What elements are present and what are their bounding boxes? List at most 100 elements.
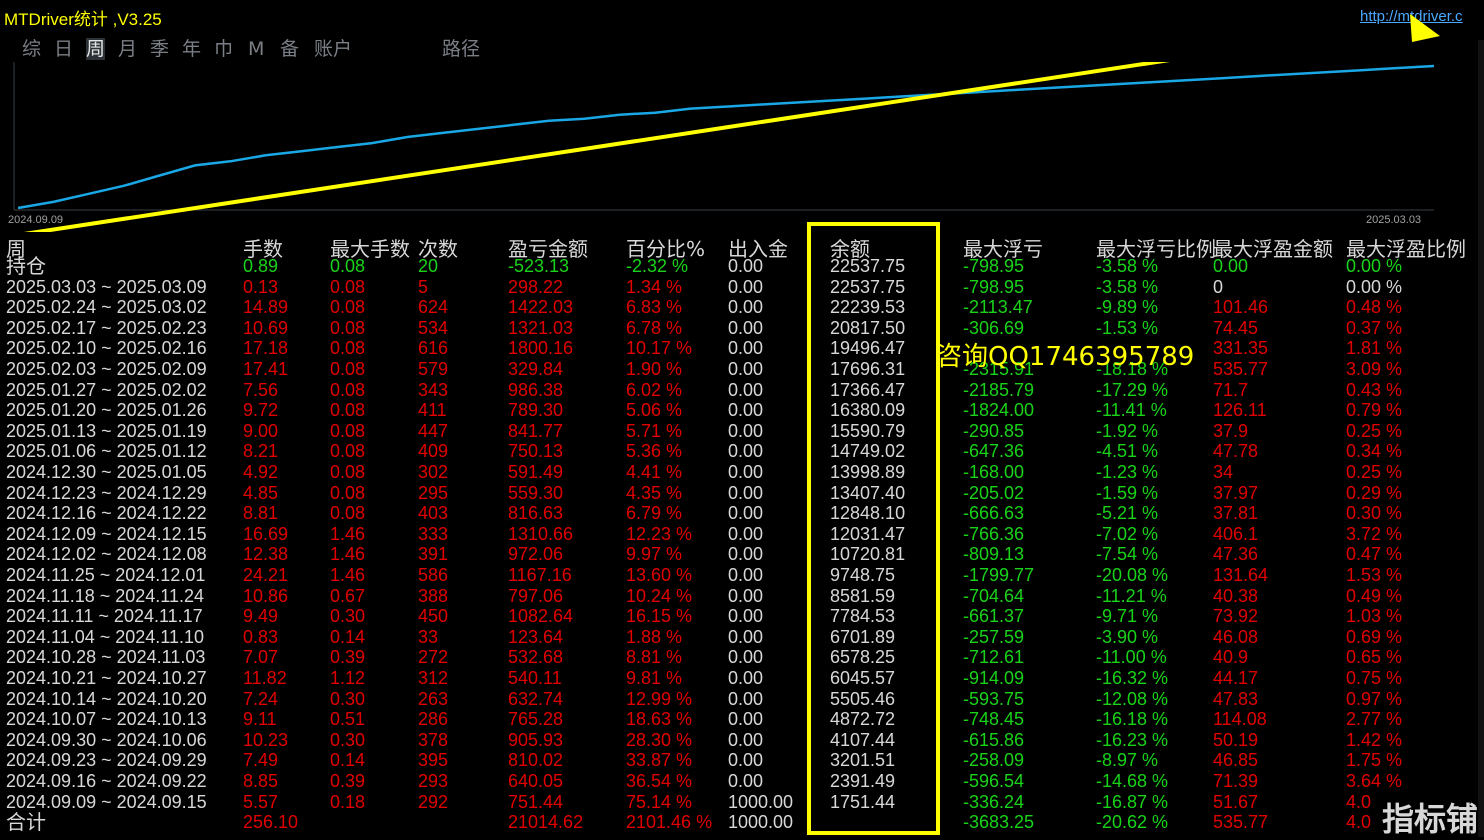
table-cell: 18.63 % <box>626 709 693 730</box>
table-cell: 391 <box>418 544 449 565</box>
table-cell: 343 <box>418 379 449 400</box>
table-cell: 0.29 % <box>1346 482 1403 503</box>
table-cell: 0.34 % <box>1346 441 1403 462</box>
table-cell: 17.41 <box>243 359 289 379</box>
tab-0[interactable]: 综 <box>22 38 42 60</box>
row-label: 2024.12.30 ~ 2025.01.05 <box>6 462 207 482</box>
table-cell: 6.83 % <box>626 297 683 318</box>
table-cell: -2.32 % <box>626 256 689 276</box>
table-cell: 4.35 % <box>626 482 683 503</box>
table-cell: 750.13 <box>508 441 564 462</box>
table-cell: 0.00 <box>728 359 764 379</box>
table-cell: 1.75 % <box>1346 750 1403 771</box>
table-cell: 9.49 <box>243 606 279 627</box>
table-cell: 0.00 <box>728 585 764 606</box>
table-cell: -306.69 <box>963 317 1025 338</box>
table-cell: -7.02 % <box>1096 523 1159 544</box>
table-cell: -647.36 <box>963 441 1025 462</box>
table-cell: 1000.00 <box>728 812 794 833</box>
table-cell: 263 <box>418 688 449 709</box>
table-cell: 0.08 <box>330 482 366 503</box>
table-cell: -2113.47 <box>963 297 1033 318</box>
table-cell: 535.77 <box>1213 359 1269 379</box>
table-cell: 409 <box>418 441 449 462</box>
table-cell: 5.71 % <box>626 420 683 441</box>
table-cell: 0.30 <box>330 688 366 709</box>
column-header-11: 最大浮盈比例 <box>1346 237 1466 261</box>
table-cell: 0.14 <box>330 750 366 771</box>
tab-6[interactable]: 巾 <box>214 38 234 60</box>
table-cell: 0.51 <box>330 709 366 730</box>
table-cell: 75.14 % <box>626 791 693 812</box>
table-cell: 13998.89 <box>830 462 906 482</box>
tab-3[interactable]: 月 <box>118 38 138 60</box>
table-cell: 7.24 <box>243 688 279 709</box>
table-cell: -20.62 % <box>1096 812 1169 833</box>
table-cell: 47.78 <box>1213 441 1259 462</box>
table-cell: 295 <box>418 482 449 503</box>
table-cell: 0.39 <box>330 647 366 668</box>
table-cell: 37.81 <box>1213 503 1259 524</box>
column-header-3: 次数 <box>418 237 458 261</box>
table-cell: 0.00 <box>728 544 764 565</box>
table-cell: 16.15 % <box>626 606 693 627</box>
row-label: 2025.01.13 ~ 2025.01.19 <box>6 420 207 441</box>
row-label: 2025.02.10 ~ 2025.02.16 <box>6 338 207 359</box>
tab-8[interactable]: 备 <box>280 38 300 60</box>
table-cell: -5.21 % <box>1096 503 1159 524</box>
table-cell: 10.69 <box>243 317 289 338</box>
row-label: 2024.11.25 ~ 2024.12.01 <box>6 565 206 585</box>
table-cell: 0.79 % <box>1346 400 1403 421</box>
table-cell: 0.25 % <box>1346 462 1403 482</box>
table-cell: 12031.47 <box>830 523 906 544</box>
column-header-10: 最大浮盈金额 <box>1213 237 1333 261</box>
column-header-7: 余额 <box>830 237 870 261</box>
table-cell: 9.81 % <box>626 668 683 688</box>
tab-4[interactable]: 季 <box>150 38 170 60</box>
table-cell: 10.86 <box>243 585 289 606</box>
table-cell: 19496.47 <box>830 338 906 359</box>
balance-highlight-box <box>807 222 940 835</box>
table-cell: 0.43 % <box>1346 379 1403 400</box>
tab-5[interactable]: 年 <box>182 38 202 60</box>
table-cell: 8.81 <box>243 503 279 524</box>
table-cell: 532.68 <box>508 647 564 668</box>
tab-10[interactable]: 路径 <box>442 38 481 60</box>
table-cell: 1.88 % <box>626 626 683 647</box>
table-cell: 0.00 <box>728 420 764 441</box>
tab-1[interactable]: 日 <box>54 38 74 60</box>
table-cell: 0.83 <box>243 626 279 647</box>
table-cell: 0.00 <box>728 626 764 647</box>
table-cell: 6.79 % <box>626 503 683 524</box>
table-cell: 101.46 <box>1213 297 1269 318</box>
table-cell: 616 <box>418 338 449 359</box>
table-cell: -17.29 % <box>1096 379 1169 400</box>
table-cell: 126.11 <box>1213 400 1267 421</box>
table-cell: 1751.44 <box>830 791 896 812</box>
table-cell: 298.22 <box>508 276 564 297</box>
table-cell: 2391.49 <box>830 771 896 791</box>
table-cell: 972.06 <box>508 544 564 565</box>
table-cell: -1.53 % <box>1096 317 1159 338</box>
column-header-1: 手数 <box>243 237 283 261</box>
table-cell: -8.97 % <box>1096 750 1159 771</box>
tab-7[interactable]: M <box>248 38 265 60</box>
table-cell: 1321.03 <box>508 317 574 338</box>
row-label: 持仓 <box>6 254 46 278</box>
table-cell: -798.95 <box>963 256 1025 276</box>
table-cell: 0.67 <box>330 585 366 606</box>
table-cell: 0.00 <box>728 441 764 462</box>
table-cell: 591.49 <box>508 462 564 482</box>
table-cell: 24.21 <box>243 565 289 585</box>
table-cell: -3.58 % <box>1096 276 1159 297</box>
table-cell: 0.30 % <box>1346 503 1403 524</box>
table-cell: 406.1 <box>1213 523 1259 544</box>
table-cell: 0.00 <box>728 297 764 318</box>
table-cell: 586 <box>418 565 449 585</box>
tab-2[interactable]: 周 <box>86 38 106 60</box>
table-cell: 71.39 <box>1213 771 1259 791</box>
row-label: 2025.01.20 ~ 2025.01.26 <box>6 400 207 421</box>
scrollbar[interactable] <box>1478 40 1484 837</box>
tab-9[interactable]: 账户 <box>314 38 353 60</box>
table-cell: 0.08 <box>330 503 366 524</box>
